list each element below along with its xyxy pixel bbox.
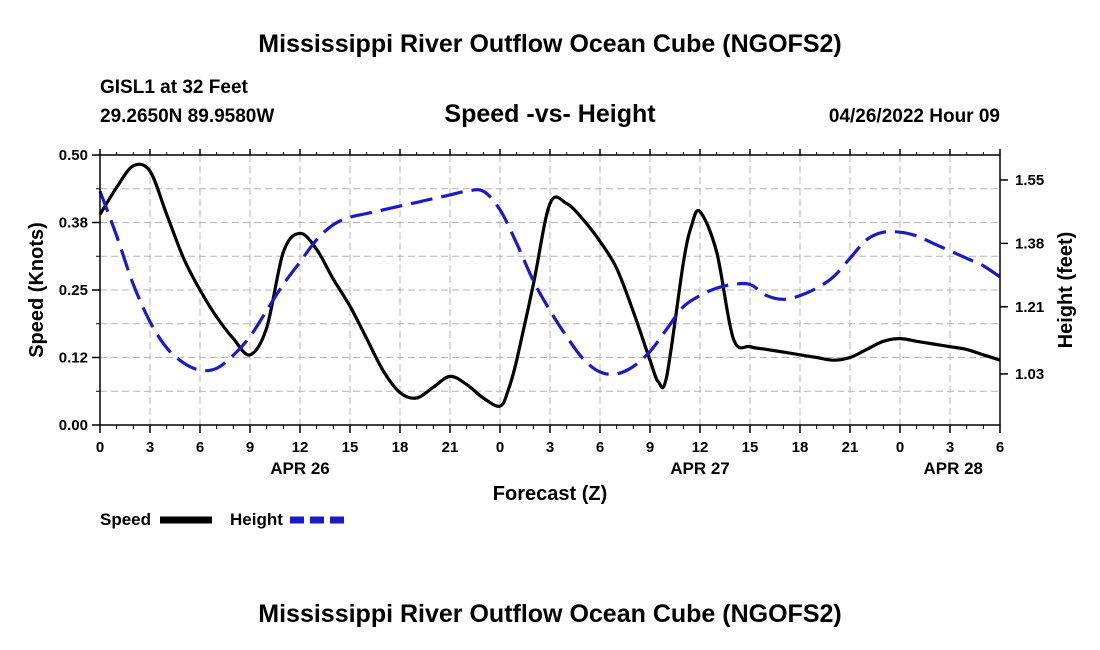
x-tick-label: 21	[842, 439, 859, 456]
y2-tick-label: 1.55	[1015, 172, 1044, 189]
x-tick-label: 6	[996, 439, 1004, 456]
x-tick-label: 21	[442, 439, 459, 456]
y2-tick-label: 1.21	[1015, 299, 1044, 316]
x-tick-label: 3	[946, 439, 954, 456]
x-tick-label: 0	[896, 439, 904, 456]
series-speed-line	[98, 162, 1001, 408]
series-height-line	[98, 188, 1001, 376]
x-tick-label: 12	[292, 439, 309, 456]
x-tick-label: 15	[742, 439, 759, 456]
x-tick-label: 6	[596, 439, 604, 456]
x-tick-label: 18	[392, 439, 409, 456]
page-title: Mississippi River Outflow Ocean Cube (NG…	[258, 30, 842, 58]
y2-tick-label: 1.38	[1015, 235, 1044, 252]
x-tick-label: 9	[646, 439, 654, 456]
footer-title: Mississippi River Outflow Ocean Cube (NG…	[258, 600, 842, 628]
y2-axis-label: Height (feet)	[1055, 232, 1077, 349]
legend-height-label: Height	[230, 510, 283, 529]
x-tick-label: 3	[546, 439, 554, 456]
grid	[100, 155, 1000, 425]
series-layer	[98, 162, 1001, 408]
x-axis-label: Forecast (Z)	[493, 483, 607, 505]
x-tick-label: 12	[692, 439, 709, 456]
x-tick-label: 9	[246, 439, 254, 456]
x-tick-label: 0	[496, 439, 504, 456]
date-label: APR 26	[270, 459, 330, 478]
run-time-label: 04/26/2022 Hour 09	[828, 106, 1000, 127]
x-tick-label: 18	[792, 439, 809, 456]
y-tick-label: 0.50	[59, 147, 88, 164]
y-tick-label: 0.00	[59, 417, 88, 434]
y-axis-label: Speed (Knots)	[26, 222, 48, 358]
x-tick-label: 15	[342, 439, 359, 456]
legend: Speed Height	[100, 510, 344, 529]
ticks: 0 3 6 9 12 15 18 21 0 3 6 9 12 15 18 21 0 3 6 0.00 0.12 0.25 0…	[59, 147, 1044, 478]
coordinates-label: 29.2650N 89.9580W	[100, 106, 275, 127]
legend-speed-label: Speed	[100, 510, 151, 529]
y-tick-label: 0.25	[59, 282, 88, 299]
y2-tick-label: 1.03	[1015, 366, 1044, 383]
date-label: APR 27	[670, 459, 730, 478]
x-tick-label: 3	[146, 439, 154, 456]
x-tick-label: 0	[96, 439, 104, 456]
date-label: APR 28	[923, 459, 983, 478]
y-tick-label: 0.38	[59, 215, 88, 232]
chart-title: Speed -vs- Height	[444, 100, 656, 128]
y-tick-label: 0.12	[59, 350, 88, 367]
x-tick-label: 6	[196, 439, 204, 456]
station-label: GISL1 at 32 Feet	[100, 77, 248, 98]
